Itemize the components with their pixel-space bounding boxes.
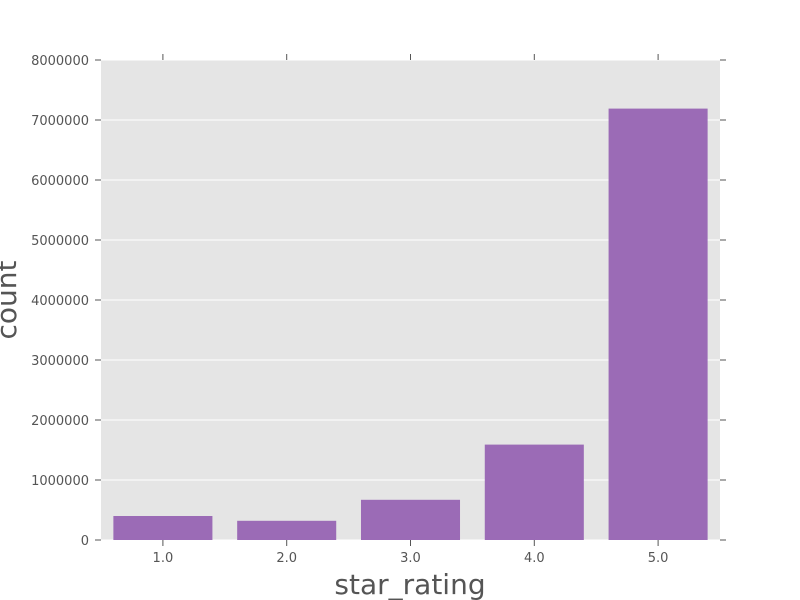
x-tick-label: 3.0	[400, 551, 421, 566]
tick-marks	[95, 54, 726, 546]
y-axis-title: count	[0, 260, 23, 339]
y-tick-label: 0	[81, 534, 89, 549]
y-tick-label: 8000000	[31, 54, 89, 69]
x-tick-label: 5.0	[648, 551, 669, 566]
bar	[360, 499, 461, 540]
x-axis-title: star_rating	[334, 568, 485, 600]
y-tick-labels: 0 1000000 2000000 3000000 4000000 5000000 6000…	[31, 54, 89, 549]
bars	[113, 108, 708, 540]
x-tick-labels: 1.0 2.0 3.0 4.0 5.0	[153, 551, 669, 566]
y-tick-label: 3000000	[31, 354, 89, 369]
x-tick-label: 1.0	[153, 551, 174, 566]
y-tick-label: 2000000	[31, 414, 89, 429]
x-tick-label: 4.0	[524, 551, 545, 566]
y-tick-label: 6000000	[31, 174, 89, 189]
bar	[608, 108, 708, 540]
y-tick-label: 5000000	[31, 234, 89, 249]
y-tick-label: 1000000	[31, 474, 89, 489]
bar	[113, 516, 213, 540]
x-tick-label: 2.0	[276, 551, 297, 566]
bar	[237, 520, 337, 540]
y-tick-label: 4000000	[31, 294, 89, 309]
bar	[484, 444, 584, 540]
y-tick-label: 7000000	[31, 114, 89, 129]
